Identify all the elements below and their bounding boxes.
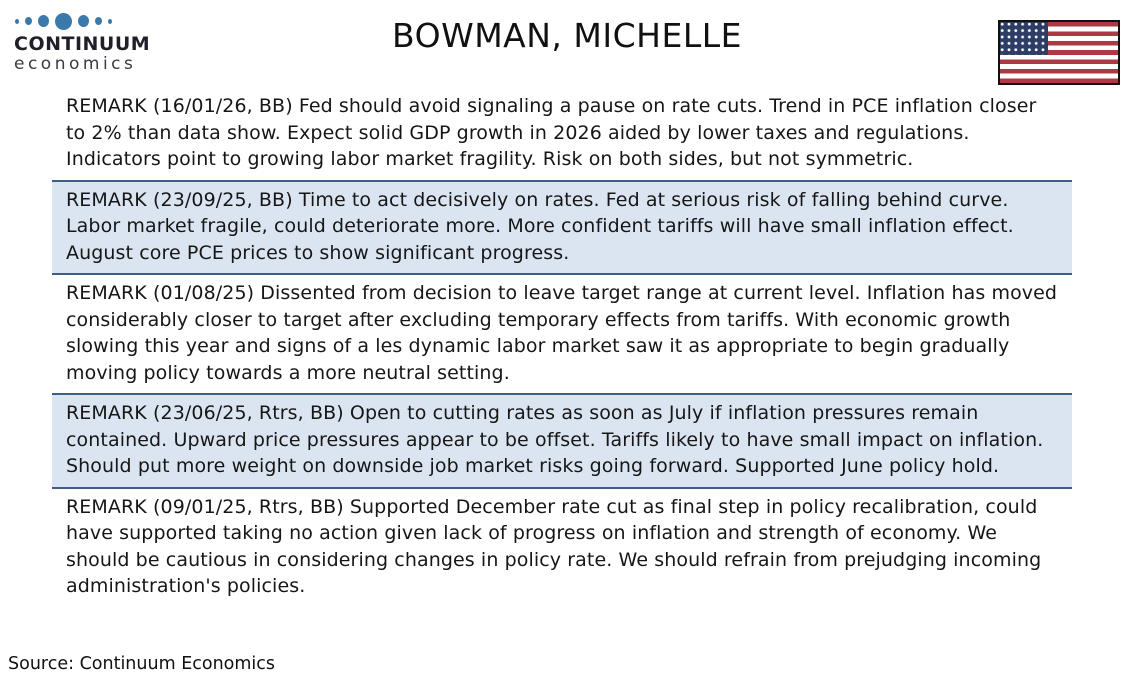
remarks-list: REMARK (16/01/26, BB) Fed should avoid s… xyxy=(52,88,1072,607)
page-title: BOWMAN, MICHELLE xyxy=(392,16,742,55)
continuum-logo: CONTINUUM economics xyxy=(14,12,150,74)
header: CONTINUUM economics BOWMAN, MICHELLE xyxy=(0,0,1134,88)
flag-canton xyxy=(1000,22,1048,55)
remark-item: REMARK (23/06/25, Rtrs, BB) Open to cutt… xyxy=(52,393,1072,489)
us-flag-icon xyxy=(998,20,1120,85)
remark-item: REMARK (09/01/25, Rtrs, BB) Supported De… xyxy=(66,495,1042,598)
remark-item: REMARK (23/09/25, BB) Time to act decisi… xyxy=(52,179,1072,275)
logo-dots-icon xyxy=(15,12,150,30)
logo-subname: economics xyxy=(14,54,137,74)
logo-name: CONTINUUM xyxy=(14,33,151,55)
remark-item: REMARK (01/08/25) Dissented from decisio… xyxy=(66,282,1058,384)
remark-item: REMARK (16/01/26, BB) Fed should avoid s… xyxy=(66,95,1037,170)
source-note: Source: Continuum Economics xyxy=(8,654,276,674)
